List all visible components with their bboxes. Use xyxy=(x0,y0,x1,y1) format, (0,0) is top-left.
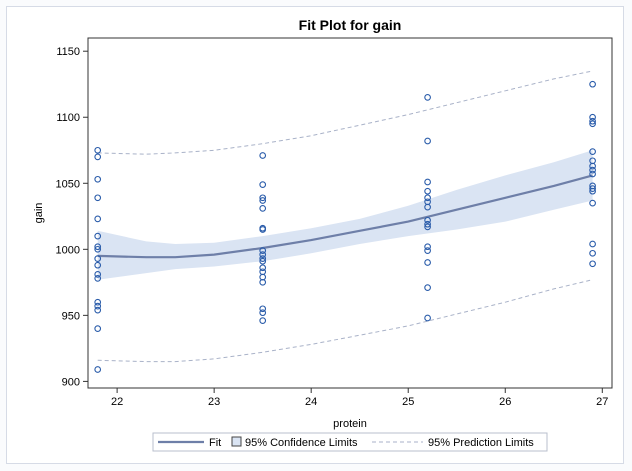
data-point xyxy=(424,223,431,231)
data-point xyxy=(259,181,267,188)
data-point xyxy=(424,187,431,195)
data-point xyxy=(424,314,431,322)
data-point xyxy=(589,166,596,174)
x-tick-label: 27 xyxy=(596,396,608,408)
data-point xyxy=(589,187,596,195)
data-point xyxy=(94,275,102,282)
data-point xyxy=(259,194,267,202)
data-point xyxy=(424,203,431,211)
data-point xyxy=(259,309,267,317)
data-point xyxy=(589,260,596,268)
data-point xyxy=(94,175,102,183)
data-point xyxy=(94,245,102,253)
data-point xyxy=(424,220,431,228)
legend-box xyxy=(152,432,548,452)
data-point xyxy=(94,325,102,332)
data-point xyxy=(94,271,102,278)
data-point xyxy=(589,117,596,125)
data-point xyxy=(259,278,267,286)
confidence-band xyxy=(97,150,593,280)
plot-area: 22 23 24 25 26 27 900 950 1000 1050 1100 1150 xyxy=(56,37,613,408)
data-point xyxy=(94,215,102,223)
data-point xyxy=(259,152,267,159)
y-tick-label: 1150 xyxy=(56,46,80,58)
y-axis-label: gain xyxy=(33,203,45,224)
y-tick-label: 1100 xyxy=(56,112,80,124)
y-tick-label: 950 xyxy=(62,310,80,322)
data-point xyxy=(94,194,102,202)
data-point xyxy=(589,170,596,178)
data-point xyxy=(589,148,596,155)
x-tick-label: 26 xyxy=(499,396,511,408)
data-point xyxy=(94,153,102,161)
legend-confidence-label: 95% Confidence Limits xyxy=(245,437,358,449)
data-point xyxy=(259,255,267,262)
data-point xyxy=(424,259,431,266)
data-point xyxy=(94,306,102,314)
data-point xyxy=(424,284,431,291)
data-point xyxy=(424,247,431,254)
fit-line xyxy=(97,174,593,259)
data-point xyxy=(424,137,431,145)
data-point xyxy=(589,185,596,192)
data-point xyxy=(259,257,267,265)
chart-title: Fit Plot for gain xyxy=(299,17,402,33)
y-tick-label: 1000 xyxy=(56,244,80,256)
x-tick-label: 24 xyxy=(305,396,317,408)
x-axis-label: protein xyxy=(333,418,367,430)
data-point xyxy=(94,255,102,262)
data-point xyxy=(94,243,102,251)
data-point xyxy=(94,298,102,306)
x-tick-label: 22 xyxy=(111,396,123,408)
y-tick-label: 900 xyxy=(62,376,80,388)
data-point xyxy=(589,249,596,257)
data-point xyxy=(259,251,267,258)
data-point xyxy=(259,247,267,254)
data-point xyxy=(259,264,267,272)
data-point xyxy=(589,80,596,88)
legend-prediction-label: 95% Prediction Limits xyxy=(428,437,534,449)
data-point xyxy=(259,305,267,313)
data-point xyxy=(589,199,596,207)
data-point xyxy=(259,197,267,204)
prediction-upper-line xyxy=(97,70,593,155)
data-point xyxy=(259,205,267,212)
data-point xyxy=(259,317,267,324)
data-point xyxy=(424,194,431,202)
data-point xyxy=(424,216,431,224)
prediction-lower-line xyxy=(97,279,593,363)
data-point xyxy=(589,120,596,128)
legend-fit-label: Fit xyxy=(209,437,221,449)
data-point xyxy=(94,261,102,269)
data-point xyxy=(424,178,431,186)
data-point xyxy=(424,243,431,251)
data-point xyxy=(94,366,102,373)
data-point xyxy=(424,94,431,101)
plot-border xyxy=(87,37,613,389)
data-point xyxy=(94,232,102,240)
data-point xyxy=(589,240,596,248)
data-point xyxy=(94,302,102,310)
data-point xyxy=(94,146,102,154)
legend: Fit 95% Confidence Limits 95% Prediction… xyxy=(152,432,548,452)
x-tick-label: 25 xyxy=(402,396,414,408)
data-point xyxy=(589,113,596,121)
data-point xyxy=(259,226,267,233)
legend-confidence-swatch xyxy=(231,436,242,447)
y-tick-label: 1050 xyxy=(56,178,80,190)
data-point xyxy=(589,162,596,170)
x-tick-label: 23 xyxy=(208,396,220,408)
